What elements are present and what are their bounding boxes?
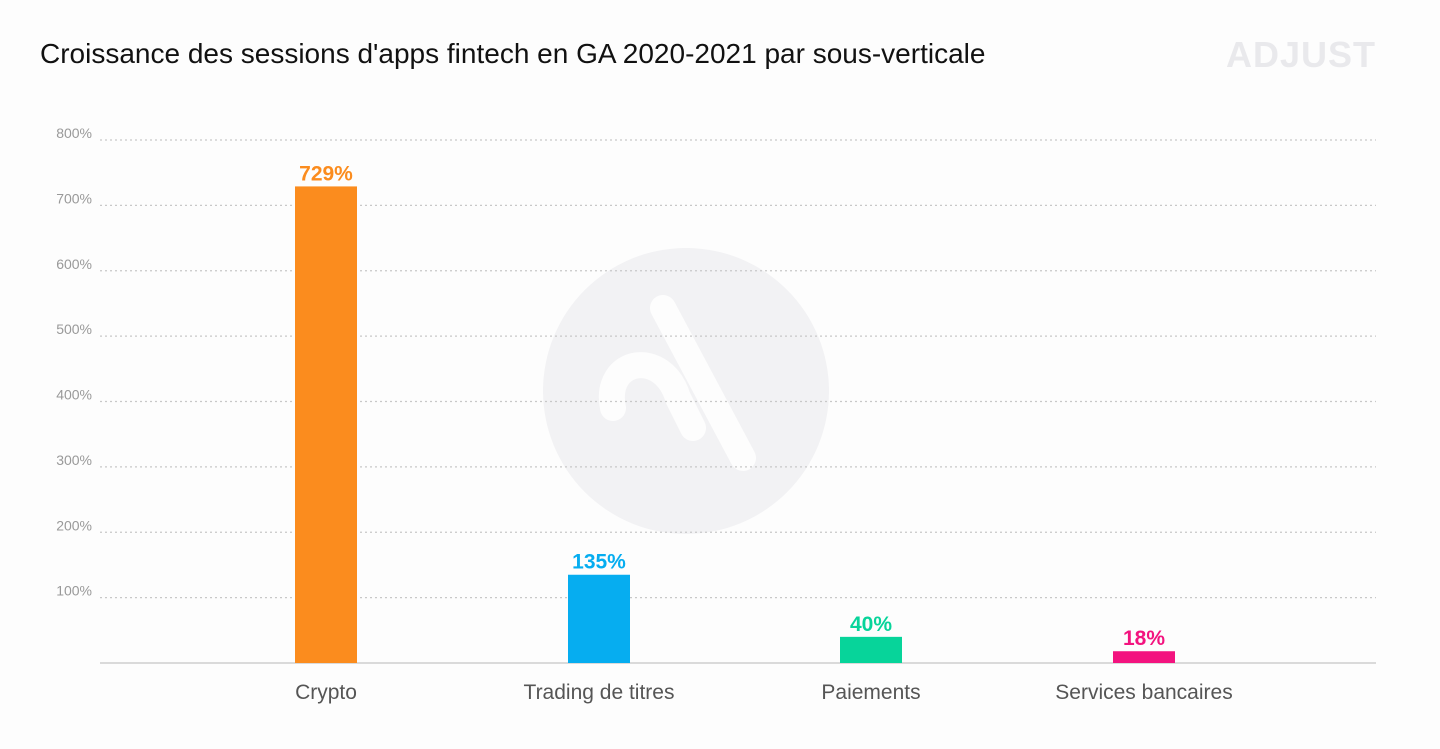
y-tick-label: 300% [56, 452, 92, 468]
y-tick-label: 600% [56, 256, 92, 272]
brand-logo: ADJUST [1226, 34, 1377, 75]
data-label: 18% [1123, 627, 1165, 650]
bar-services-bancaires [1113, 651, 1175, 663]
x-tick-label: Services bancaires [1055, 681, 1232, 704]
watermark-logo-icon [543, 248, 829, 534]
y-tick-label: 800% [56, 125, 92, 141]
bar-trading-de-titres [568, 574, 630, 663]
bar-paiements [840, 636, 902, 663]
y-tick-label: 200% [56, 517, 92, 533]
y-tick-label: 500% [56, 321, 92, 337]
bars [295, 186, 1175, 663]
data-label: 40% [850, 613, 892, 636]
x-tick-label: Paiements [821, 681, 920, 704]
x-axis-ticks: Crypto Trading de titres Paiements Services… [295, 681, 1233, 704]
y-axis-ticks: 100% 200% 300% 400% 500% 600% 700% 800% [56, 125, 92, 599]
data-labels: 729% 135% 40% 18% [299, 162, 1165, 650]
x-tick-label: Trading de titres [524, 681, 675, 704]
x-tick-label: Crypto [295, 681, 357, 704]
grid-lines [100, 139, 1376, 599]
y-tick-label: 700% [56, 190, 92, 206]
bar-crypto [295, 186, 357, 663]
y-tick-label: 400% [56, 387, 92, 403]
chart-title: Croissance des sessions d'apps fintech e… [40, 38, 986, 69]
data-label: 135% [572, 551, 626, 574]
y-tick-label: 100% [56, 583, 92, 599]
data-label: 729% [299, 162, 353, 185]
